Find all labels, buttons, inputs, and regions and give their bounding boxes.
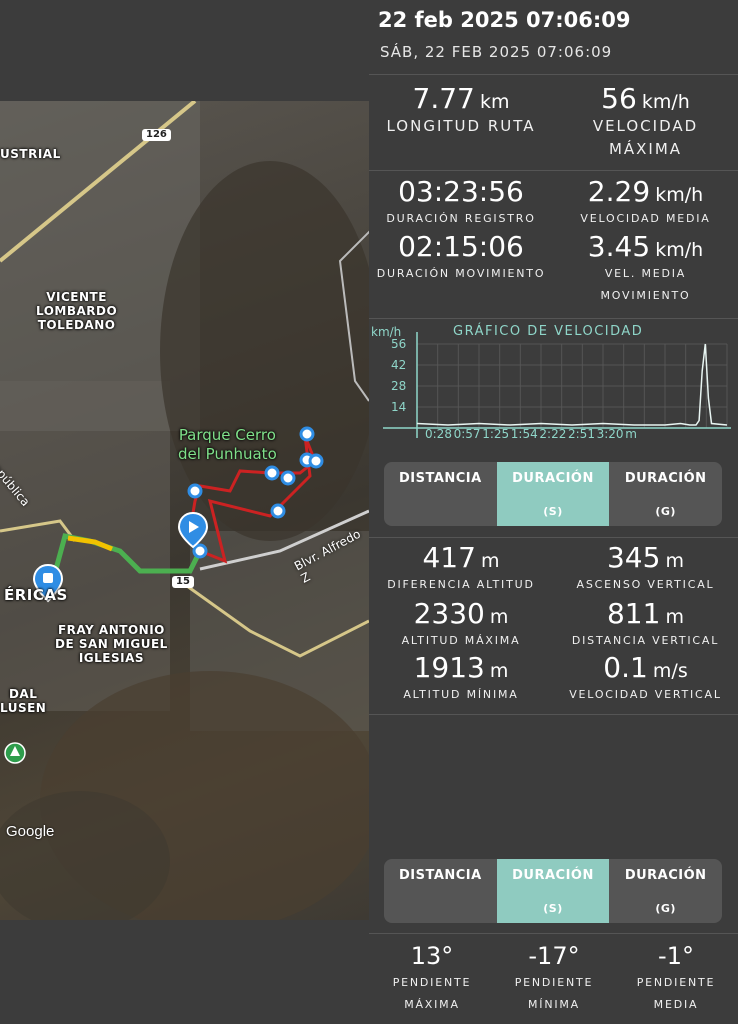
stat-record-duration: 03:23:56 DURACIÓN REGISTRO (386, 175, 536, 226)
y-axis-unit: km/h (371, 325, 401, 339)
stat-route-length: 7.77 km LONGITUD RUTA (386, 82, 536, 136)
stat-avg-slope: -1° PENDIENTE MEDIA (636, 942, 716, 1011)
stat-min-slope: -17° PENDIENTE MÍNIMA (514, 942, 594, 1011)
y-tick-label: 14 (391, 400, 406, 414)
toggle-duration-g[interactable]: DURACIÓN (G) (624, 868, 707, 915)
date-subtitle: SÁB, 22 FEB 2025 07:06:09 (380, 43, 613, 61)
divider (369, 170, 738, 171)
stat-vertical-distance: 811 m DISTANCIA VERTICAL (571, 597, 720, 648)
x-tick-label: 1:54 (511, 427, 538, 441)
stat-max-speed: 56 km/h VELOCIDAD MÁXIMA (592, 82, 699, 159)
speed-series-line (416, 343, 728, 426)
chart-title: GRÁFICO DE VELOCIDAD (453, 324, 644, 339)
date-title: 22 feb 2025 07:06:09 (378, 8, 631, 32)
x-tick-label: 0:57 (454, 427, 481, 441)
toggle-distance[interactable]: DISTANCIA (398, 471, 482, 486)
chart-axis-toggle[interactable]: DISTANCIA DURACIÓN (S) DURACIÓN (G) (384, 462, 722, 526)
stat-vertical-ascent: 345 m ASCENSO VERTICAL (576, 541, 715, 592)
speed-chart[interactable]: km/h56 42 28 14 0:28 0:57 1:25 1:54 2:22 2:51 3:20… (369, 322, 738, 444)
stat-max-slope: 13° PENDIENTE MÁXIMA (392, 942, 472, 1011)
map-label-vicente: VICENTE LOMBARDO TOLEDANO (36, 290, 118, 332)
elevation-axis-toggle[interactable]: DISTANCIA DURACIÓN (S) DURACIÓN (G) (384, 859, 722, 923)
x-tick-label: 0:28 (425, 427, 452, 441)
x-tick-label: 1:25 (482, 427, 509, 441)
google-logo: Google (6, 823, 55, 840)
stat-vertical-speed: 0.1 m/s VELOCIDAD VERTICAL (569, 651, 722, 702)
x-tick-label: 3:20 (597, 427, 624, 441)
route-map[interactable]: USTRIAL VICENTE LOMBARDO TOLEDANO Parque… (0, 101, 369, 920)
divider (369, 933, 738, 934)
y-tick-label: 42 (391, 358, 406, 372)
map-label-park[interactable]: Parque Cerro del Punhuato (178, 426, 277, 463)
x-tick-label: m (625, 427, 637, 441)
stat-avg-speed: 2.29 km/h VELOCIDAD MEDIA (580, 175, 711, 226)
divider (369, 74, 738, 75)
map-canvas (0, 101, 369, 920)
toggle-distance[interactable]: DISTANCIA (398, 868, 482, 883)
stat-altitude-diff: 417 m DIFERENCIA ALTITUD (387, 541, 535, 592)
road-badge-15: 15 (172, 576, 194, 588)
stat-moving-speed: 3.45 km/h VEL. MEDIA MOVIMIENTO (587, 230, 704, 303)
toggle-duration-s[interactable]: DURACIÓN (S) (496, 859, 610, 923)
x-tick-label: 2:22 (539, 427, 566, 441)
road-badge-126: 126 (142, 129, 171, 141)
divider (369, 714, 738, 715)
divider (369, 537, 738, 538)
y-tick-label: 56 (391, 337, 406, 351)
y-tick-label: 28 (391, 379, 406, 393)
x-tick-label: 2:51 (568, 427, 595, 441)
stat-max-altitude: 2330 m ALTITUD MÁXIMA (401, 597, 521, 648)
stat-moving-duration: 02:15:06 DURACIÓN MOVIMIENTO (376, 230, 546, 281)
map-label-industrial: USTRIAL (0, 147, 61, 161)
toggle-duration-g[interactable]: DURACIÓN (G) (624, 471, 707, 518)
map-label-fray: FRAY ANTONIO DE SAN MIGUEL IGLESIAS (55, 623, 168, 665)
map-label-dal: DAL LUSEN (0, 687, 47, 715)
elevation-chart-area[interactable] (369, 715, 738, 845)
map-label-americas: ÉRICAS (4, 586, 68, 604)
toggle-duration-s[interactable]: DURACIÓN (S) (496, 462, 610, 526)
stat-min-altitude: 1913 m ALTITUD MÍNIMA (403, 651, 519, 702)
divider (369, 318, 738, 319)
